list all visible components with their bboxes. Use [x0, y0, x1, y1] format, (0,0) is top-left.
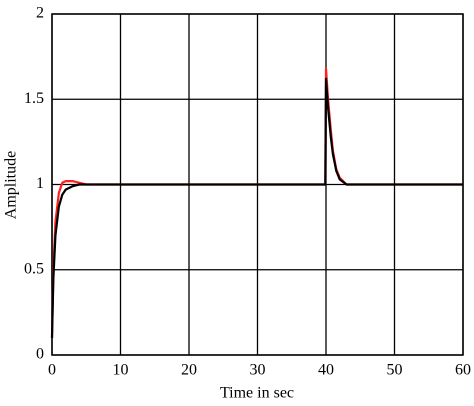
x-tick-label: 10	[113, 362, 129, 379]
x-tick-label: 60	[455, 362, 471, 379]
x-tick-label: 30	[250, 362, 266, 379]
x-axis-title: Time in sec	[220, 385, 294, 402]
y-axis-title: Amplitude	[3, 151, 20, 219]
y-tick-label: 1	[36, 175, 44, 192]
x-tick-label: 40	[318, 362, 334, 379]
y-tick-label: 1.5	[24, 90, 44, 107]
y-tick-label: 0.5	[24, 260, 44, 277]
x-tick-label: 50	[387, 362, 403, 379]
line-series	[50, 77, 463, 338]
x-tick-label: 20	[181, 362, 197, 379]
y-tick-label: 0	[36, 346, 44, 363]
x-tick-label: 0	[48, 362, 56, 379]
y-tick-label: 2	[36, 5, 44, 22]
